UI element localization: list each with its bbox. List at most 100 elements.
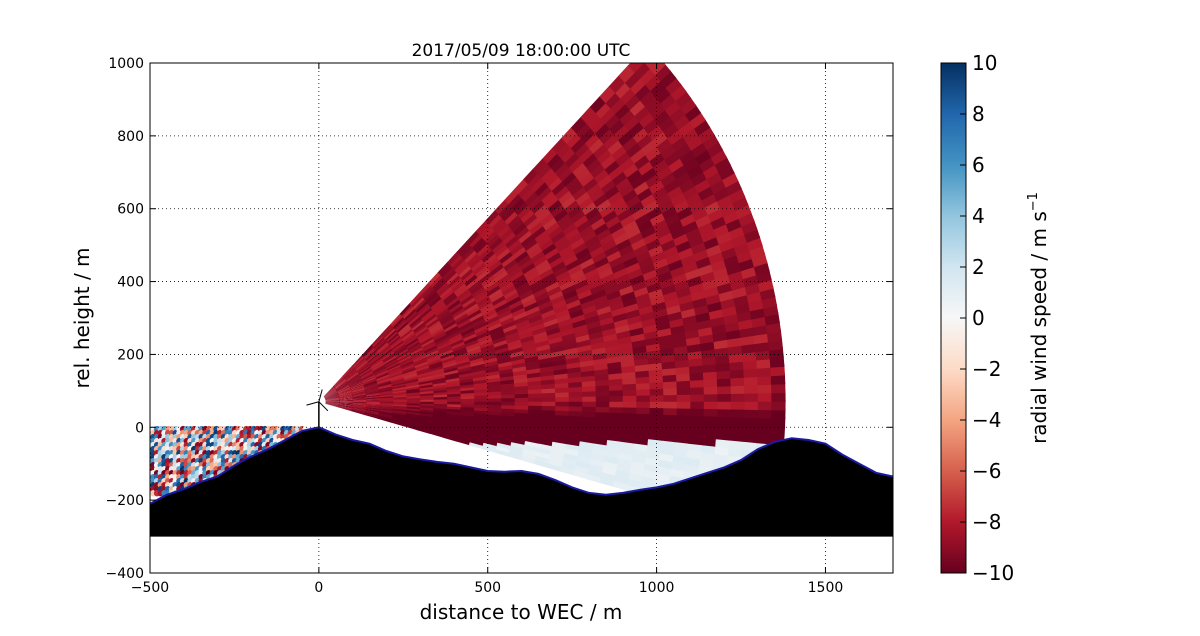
scan-cell <box>467 308 482 320</box>
colorbar-tick-label: −6 <box>972 459 1001 483</box>
scan-cell <box>363 379 378 386</box>
scan-cell <box>501 319 517 330</box>
scan-cell <box>475 220 490 235</box>
scan-cell <box>333 376 345 388</box>
scan-cell <box>472 375 488 382</box>
scan-cell <box>487 400 502 406</box>
scan-cell <box>558 243 574 257</box>
scan-cell <box>499 371 514 378</box>
scan-cell <box>388 368 403 376</box>
scan-cell <box>482 353 498 361</box>
scan-cell <box>437 283 451 297</box>
scan-cell <box>604 91 621 109</box>
scan-cell <box>669 224 687 240</box>
scan-cell <box>431 329 446 339</box>
scan-cell <box>685 226 702 241</box>
wind-turbine-icon <box>306 389 329 428</box>
scan-cell <box>510 441 526 449</box>
scan-cell <box>405 384 420 389</box>
colorbar-label-text: radial wind speed / m s <box>1027 211 1051 444</box>
scan-cell <box>569 136 586 154</box>
scan-cell <box>509 269 525 282</box>
scan-cell <box>690 400 705 409</box>
y-tick-label: −200 <box>106 493 144 509</box>
scan-cell <box>613 317 629 328</box>
scan-cell <box>398 324 412 336</box>
scan-cell <box>378 388 394 393</box>
scan-cell <box>470 258 485 272</box>
scan-cell <box>544 280 561 293</box>
scan-cell <box>612 311 628 323</box>
scan-cell <box>430 326 445 337</box>
scan-cell <box>589 282 606 295</box>
scan-cell <box>383 353 397 363</box>
scan-cell <box>365 406 380 410</box>
scan-cell <box>716 422 732 433</box>
scan-cell <box>639 224 657 239</box>
scan-cell <box>474 404 489 409</box>
scan-cell <box>513 200 529 216</box>
scan-cell <box>532 158 548 174</box>
scan-cell <box>548 458 564 468</box>
scan-cell <box>543 193 559 209</box>
scan-cell <box>628 199 645 215</box>
scan-cell <box>669 191 687 207</box>
scan-cell <box>352 399 367 402</box>
scan-cell <box>430 367 445 374</box>
scan-cell <box>654 85 672 104</box>
scan-cell <box>432 416 447 422</box>
scan-cell <box>418 418 433 424</box>
scan-cell <box>601 238 617 252</box>
scan-cell <box>520 338 536 348</box>
scan-cell <box>343 365 354 377</box>
scan-cell <box>460 403 475 408</box>
scan-cell <box>431 420 447 426</box>
scan-cell <box>579 126 596 144</box>
scan-cell <box>373 336 385 349</box>
scan-cell <box>614 150 631 167</box>
scan-cell <box>668 105 686 124</box>
scan-cell <box>703 384 718 395</box>
scan-cell <box>389 336 403 348</box>
scan-cell <box>649 293 666 306</box>
scan-cell <box>676 413 691 423</box>
scan-cell <box>399 358 414 367</box>
scan-cell <box>336 382 349 391</box>
scan-cell <box>420 401 435 404</box>
scan-cell <box>375 340 388 352</box>
scan-cell <box>534 258 550 272</box>
scan-cell <box>608 75 626 94</box>
scan-cell <box>566 298 582 310</box>
scan-cell <box>503 257 518 271</box>
scan-cell <box>391 415 407 420</box>
scan-cell <box>457 318 472 329</box>
scan-cell <box>648 101 666 120</box>
scan-cell <box>394 346 409 356</box>
scan-cell <box>562 253 579 267</box>
scan-cell <box>676 393 691 402</box>
scan-cell <box>533 203 549 218</box>
scan-cell <box>514 404 529 410</box>
scan-cell <box>339 399 354 401</box>
scan-cell <box>465 276 480 289</box>
scan-cell <box>390 376 405 383</box>
scan-cell <box>392 409 407 414</box>
scan-cell <box>587 277 604 290</box>
scan-cell <box>405 412 421 418</box>
scan-cell <box>717 384 732 395</box>
scan-cell <box>530 198 546 214</box>
scan-cell <box>365 393 380 397</box>
scan-cell <box>618 181 635 198</box>
scan-cell <box>523 237 538 251</box>
scan-cell <box>390 313 402 326</box>
scan-cell <box>525 305 541 316</box>
scan-cell <box>496 441 512 450</box>
x-tick-label: 1500 <box>808 580 844 596</box>
scan-cell <box>560 283 577 296</box>
scan-cell <box>591 250 608 264</box>
scan-cell <box>528 396 543 402</box>
scan-cell <box>717 407 732 418</box>
scan-cell <box>446 418 461 424</box>
scan-cell <box>546 284 562 297</box>
colorbar-tick-label: 0 <box>972 306 985 330</box>
